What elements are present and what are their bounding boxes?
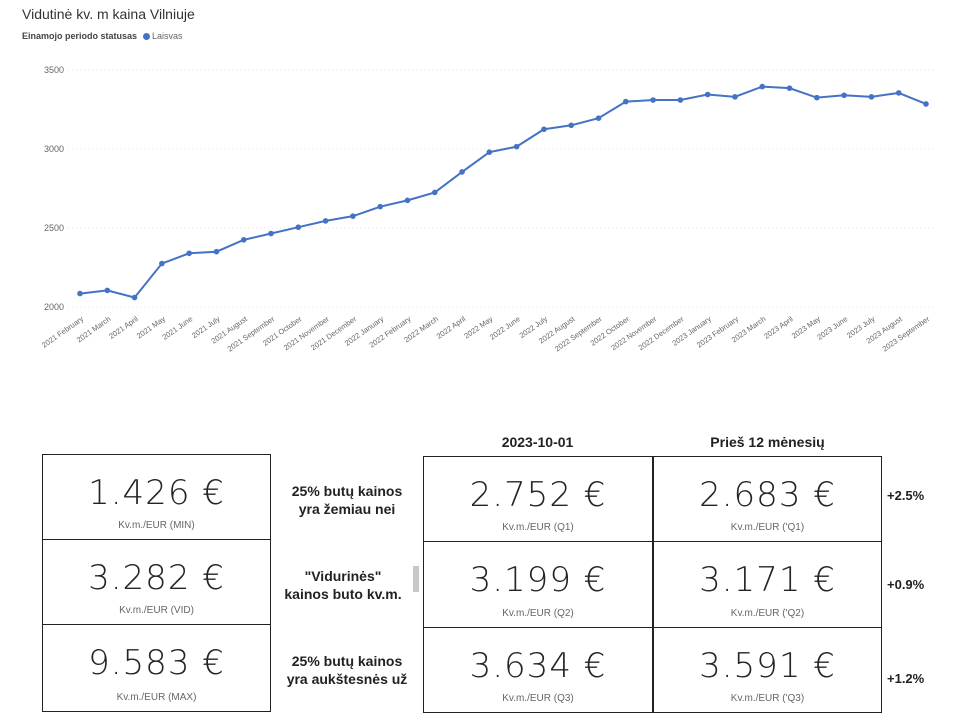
data-point <box>159 260 165 267</box>
data-point <box>650 97 656 103</box>
current-q3-label: Kv.m./EUR (Q3) <box>502 693 574 704</box>
q1-description-line2: yra žemiau nei <box>298 501 396 517</box>
data-point <box>541 126 547 133</box>
data-point <box>704 91 711 98</box>
current-q2-value: 3.199 € <box>469 560 607 600</box>
median-price-value: 3.282 € <box>88 558 225 598</box>
q3-description-line2: yra aukštesnės už <box>286 671 408 687</box>
previous-q3-value: 3.591 € <box>699 646 836 686</box>
data-point <box>240 237 247 243</box>
x-tick-label: 2021 June <box>160 314 194 341</box>
data-point <box>131 294 138 301</box>
x-tick-label: 2023 September <box>881 314 932 353</box>
y-tick-label: 3000 <box>44 144 64 154</box>
previous-q1-value: 2.683 € <box>699 475 836 515</box>
data-point <box>732 94 738 100</box>
current-q3-value: 3.634 € <box>469 646 607 686</box>
data-point <box>104 287 111 294</box>
median-price-card: 3.282 € Kv.m./EUR (VID) <box>42 539 271 625</box>
median-description: "Vidurinės" kainos buto kv.m. <box>268 567 418 603</box>
previous-q2-value: 3.171 € <box>699 560 836 600</box>
previous-q1-label: Kv.m./EUR ('Q1) <box>730 522 805 533</box>
median-description-line1: "Vidurinės" <box>304 568 382 584</box>
data-point <box>568 122 575 129</box>
data-point <box>486 149 493 155</box>
data-point <box>322 218 329 224</box>
max-price-card: 9.583 € Kv.m./EUR (MAX) <box>42 624 271 712</box>
min-price-label: Kv.m./EUR (MIN) <box>118 520 195 531</box>
data-point <box>186 250 192 257</box>
current-q3-card: 3.634 € Kv.m./EUR (Q3) <box>423 627 653 713</box>
x-tick-label: 2021 February <box>40 314 85 349</box>
data-point <box>923 101 929 107</box>
q3-change-value: +1.2% <box>887 671 925 686</box>
current-q2-label: Kv.m./EUR (Q2) <box>502 608 574 619</box>
data-point <box>213 248 220 255</box>
chart-legend: Einamojo periodo statusas Laisvas <box>22 31 183 41</box>
min-price-card: 1.426 € Kv.m./EUR (MIN) <box>42 454 271 540</box>
max-price-value: 9.583 € <box>88 643 225 683</box>
chart-title: Vidutinė kv. m kaina Vilniuje <box>22 6 195 22</box>
legend-title: Einamojo periodo statusas <box>22 31 138 41</box>
x-tick-label: 2023 April <box>762 314 795 341</box>
q1-change-value: +2.5% <box>887 488 925 503</box>
previous-period-header: Prieš 12 mėnesių <box>710 434 825 450</box>
previous-q3-card: 3.591 € Kv.m./EUR ('Q3) <box>653 627 882 713</box>
data-point <box>623 98 629 105</box>
data-point <box>459 169 465 175</box>
data-point <box>759 83 766 90</box>
data-point <box>77 290 83 297</box>
median-description-line2: kainos buto kv.m. <box>284 586 402 602</box>
data-point <box>895 90 902 96</box>
divider <box>413 566 419 592</box>
current-q1-label: Kv.m./EUR (Q1) <box>502 522 574 533</box>
q1-description-line1: 25% butų kainos <box>291 483 403 499</box>
max-price-label: Kv.m./EUR (MAX) <box>116 692 197 703</box>
x-tick-label: 2022 April <box>435 314 468 341</box>
current-q1-card: 2.752 € Kv.m./EUR (Q1) <box>423 456 653 542</box>
q3-description: 25% butų kainos yra aukštesnės už <box>272 652 422 688</box>
data-point <box>868 94 875 100</box>
data-point <box>431 189 438 196</box>
previous-q2-card: 3.171 € Kv.m./EUR ('Q2) <box>653 541 882 628</box>
x-tick-label: 2022 June <box>488 314 522 341</box>
data-point <box>814 94 820 101</box>
data-point <box>295 224 302 231</box>
y-tick-label: 2000 <box>44 302 64 312</box>
series-line <box>79 85 927 299</box>
data-point <box>677 97 684 103</box>
legend-marker-icon <box>143 32 151 40</box>
min-price-value: 1.426 € <box>88 473 225 513</box>
data-point <box>595 115 602 121</box>
current-q2-card: 3.199 € Kv.m./EUR (Q2) <box>423 541 653 628</box>
y-tick-label: 2500 <box>44 223 64 233</box>
previous-q3-label: Kv.m./EUR ('Q3) <box>730 693 805 704</box>
legend-series-label[interactable]: Laisvas <box>152 31 183 41</box>
previous-q1-card: 2.683 € Kv.m./EUR ('Q1) <box>653 456 882 542</box>
data-point <box>404 197 411 204</box>
q3-description-line1: 25% butų kainos <box>291 653 403 669</box>
q1-description: 25% butų kainos yra žemiau nei <box>272 482 422 518</box>
previous-q2-label: Kv.m./EUR ('Q2) <box>730 608 805 619</box>
y-tick-label: 3500 <box>44 65 64 75</box>
current-q1-value: 2.752 € <box>469 475 607 515</box>
data-point <box>786 85 793 91</box>
data-point <box>377 203 383 210</box>
x-tick-label: 2021 April <box>107 314 140 341</box>
median-price-label: Kv.m./EUR (VID) <box>119 605 194 616</box>
data-point <box>268 230 274 237</box>
q2-change-value: +0.9% <box>887 577 925 592</box>
data-point <box>841 92 847 99</box>
data-point <box>350 213 356 219</box>
data-point <box>513 143 520 150</box>
x-tick-label: 2023 June <box>815 314 849 341</box>
current-period-header: 2023-10-01 <box>501 434 574 450</box>
